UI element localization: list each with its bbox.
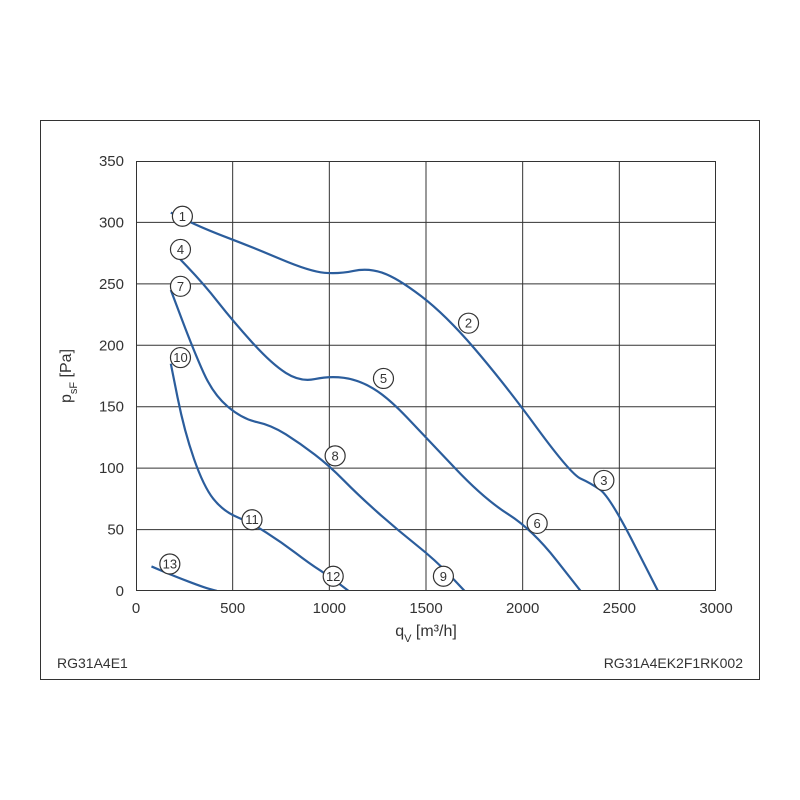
svg-text:0: 0 (116, 583, 124, 600)
svg-text:150: 150 (99, 399, 124, 416)
svg-text:qV [m³/h]: qV [m³/h] (395, 623, 457, 645)
chart-frame: 12345678910111213 0500100015002000250030… (40, 120, 760, 680)
footer-left-label: RG31A4E1 (57, 655, 128, 671)
plot-area: 12345678910111213 (136, 161, 716, 591)
svg-text:350: 350 (99, 153, 124, 170)
svg-text:0: 0 (132, 600, 140, 617)
svg-text:500: 500 (220, 600, 245, 617)
footer-right-label: RG31A4EK2F1RK002 (604, 655, 743, 671)
svg-text:250: 250 (99, 276, 124, 293)
svg-text:3000: 3000 (699, 600, 732, 617)
svg-text:1000: 1000 (313, 600, 346, 617)
svg-text:50: 50 (107, 522, 124, 539)
svg-text:100: 100 (99, 460, 124, 477)
plot-border (136, 161, 716, 591)
svg-text:300: 300 (99, 214, 124, 231)
svg-text:1500: 1500 (409, 600, 442, 617)
svg-text:200: 200 (99, 337, 124, 354)
svg-text:psF [Pa]: psF [Pa] (58, 349, 80, 403)
svg-text:2000: 2000 (506, 600, 539, 617)
svg-text:2500: 2500 (603, 600, 636, 617)
